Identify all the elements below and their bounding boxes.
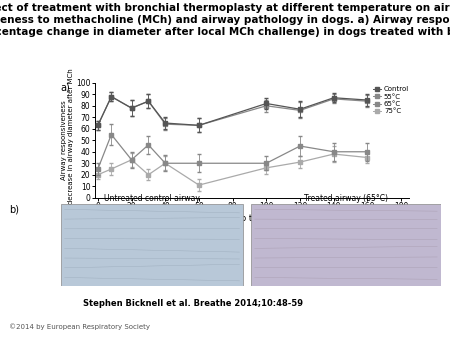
Legend: Control, 55°C, 65°C, 75°C: Control, 55°C, 65°C, 75°C	[373, 86, 409, 115]
Text: a): a)	[61, 83, 71, 93]
Text: b): b)	[9, 204, 19, 215]
Text: Treated airway (65°C): Treated airway (65°C)	[304, 194, 388, 203]
Text: ©2014 by European Respiratory Society: ©2014 by European Respiratory Society	[9, 323, 150, 330]
Text: Untreated control airway: Untreated control airway	[104, 194, 200, 203]
Text: Effect of treatment with bronchial thermoplasty at different temperature on airw: Effect of treatment with bronchial therm…	[0, 3, 450, 37]
Text: Stephen Bicknell et al. Breathe 2014;10:48-59: Stephen Bicknell et al. Breathe 2014;10:…	[83, 299, 303, 308]
X-axis label: Follow-up time weeks: Follow-up time weeks	[207, 214, 297, 223]
Y-axis label: Airway responsiveness
% decrease in airway diameter after MCh: Airway responsiveness % decrease in airw…	[62, 68, 74, 213]
